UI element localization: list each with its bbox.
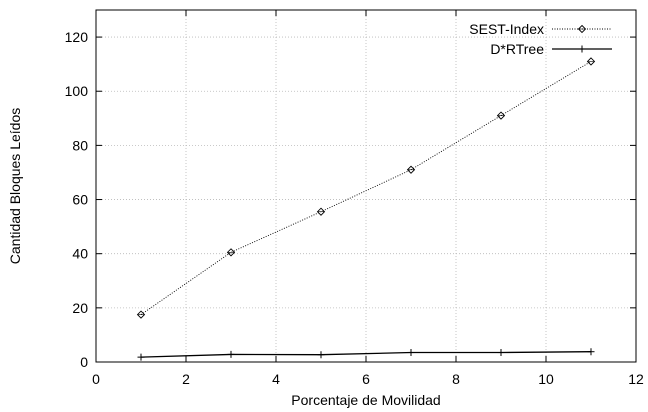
y-tick-label: 80: [72, 137, 88, 153]
x-tick-label: 4: [272, 371, 280, 387]
data-point-marker: [406, 165, 416, 174]
y-tick-label: 20: [72, 300, 88, 316]
x-tick-label: 10: [538, 371, 554, 387]
legend-label: D*RTree: [490, 41, 544, 57]
x-tick-label: 2: [182, 371, 190, 387]
x-tick-label: 0: [92, 371, 100, 387]
x-tick-label: 8: [452, 371, 460, 387]
legend-label: SEST-Index: [469, 21, 544, 37]
legend: SEST-Index D*RTree: [469, 21, 612, 57]
data-point-marker: [226, 248, 236, 257]
series-group: [136, 57, 596, 361]
x-axis-label: Porcentaje de Movilidad: [291, 392, 440, 408]
data-point-marker: [136, 310, 146, 319]
series-line: [140, 351, 592, 358]
plot-frame: [95, 9, 637, 363]
data-point-marker: [316, 207, 326, 216]
grid: [96, 10, 636, 362]
x-tick-label: 12: [628, 371, 644, 387]
legend-entry: SEST-Index: [469, 21, 612, 37]
data-point-marker: [577, 24, 587, 34]
y-axis-label: Cantidad Bloques Leídos: [7, 108, 23, 264]
series-0: [136, 57, 596, 319]
series-line: [140, 61, 592, 315]
y-tick-label: 100: [65, 83, 89, 99]
y-tick-label: 40: [72, 246, 88, 262]
y-tick-label: 120: [65, 29, 89, 45]
y-tick-label: 0: [80, 354, 88, 370]
series-1: [137, 348, 595, 361]
y-tick-label: 60: [72, 192, 88, 208]
x-tick-label: 6: [362, 371, 370, 387]
legend-entry: D*RTree: [490, 41, 612, 57]
data-point-marker: [586, 57, 596, 66]
data-point-marker: [496, 111, 506, 120]
